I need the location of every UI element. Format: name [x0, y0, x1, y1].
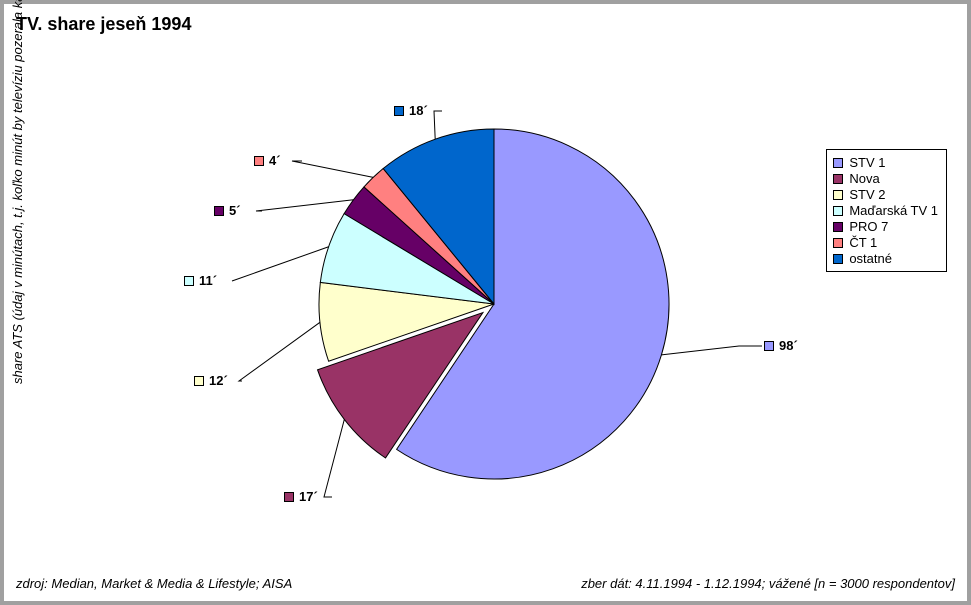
leader-line — [239, 322, 320, 381]
legend-item: Nova — [833, 171, 938, 186]
legend-swatch — [833, 238, 843, 248]
legend-swatch — [833, 190, 843, 200]
slice-swatch — [254, 156, 264, 166]
slice-label: 18´ — [394, 103, 428, 118]
legend-item: ostatné — [833, 251, 938, 266]
legend-label: Nova — [849, 171, 879, 186]
legend-swatch — [833, 174, 843, 184]
legend-item: ČT 1 — [833, 235, 938, 250]
legend-label: ostatné — [849, 251, 892, 266]
slice-swatch — [184, 276, 194, 286]
legend: STV 1NovaSTV 2Maďarská TV 1PRO 7ČT 1osta… — [826, 149, 947, 272]
legend-swatch — [833, 222, 843, 232]
slice-swatch — [394, 106, 404, 116]
slice-value: 17´ — [299, 489, 318, 504]
slice-label: 4´ — [254, 153, 281, 168]
legend-item: STV 2 — [833, 187, 938, 202]
legend-label: ČT 1 — [849, 235, 877, 250]
leader-line — [661, 346, 762, 355]
slice-value: 11´ — [199, 273, 217, 288]
slice-swatch — [764, 341, 774, 351]
slice-swatch — [284, 492, 294, 502]
leader-line — [292, 161, 373, 177]
footer-collection: zber dát: 4.11.1994 - 1.12.1994; vážené … — [581, 576, 955, 591]
slice-swatch — [214, 206, 224, 216]
footer-source: zdroj: Median, Market & Media & Lifestyl… — [16, 576, 292, 591]
slice-label: 5´ — [214, 203, 241, 218]
legend-item: Maďarská TV 1 — [833, 203, 938, 218]
legend-item: PRO 7 — [833, 219, 938, 234]
slice-value: 12´ — [209, 373, 228, 388]
chart-frame: TV. share jeseň 1994 share ATS (údaj v m… — [0, 0, 971, 605]
legend-item: STV 1 — [833, 155, 938, 170]
leader-line — [324, 419, 344, 497]
slice-swatch — [194, 376, 204, 386]
legend-label: STV 2 — [849, 187, 885, 202]
slice-label: 12´ — [194, 373, 228, 388]
legend-swatch — [833, 254, 843, 264]
slice-value: 5´ — [229, 203, 241, 218]
slice-value: 4´ — [269, 153, 281, 168]
slice-label: 17´ — [284, 489, 318, 504]
leader-line — [256, 200, 353, 211]
slice-value: 18´ — [409, 103, 428, 118]
leader-line — [232, 247, 329, 281]
legend-swatch — [833, 206, 843, 216]
legend-swatch — [833, 158, 843, 168]
legend-label: STV 1 — [849, 155, 885, 170]
legend-label: PRO 7 — [849, 219, 888, 234]
leader-line — [434, 111, 442, 139]
slice-label: 98´ — [764, 338, 798, 353]
slice-value: 98´ — [779, 338, 798, 353]
slice-label: 11´ — [184, 273, 217, 288]
legend-label: Maďarská TV 1 — [849, 203, 938, 218]
pie-chart — [4, 4, 967, 601]
